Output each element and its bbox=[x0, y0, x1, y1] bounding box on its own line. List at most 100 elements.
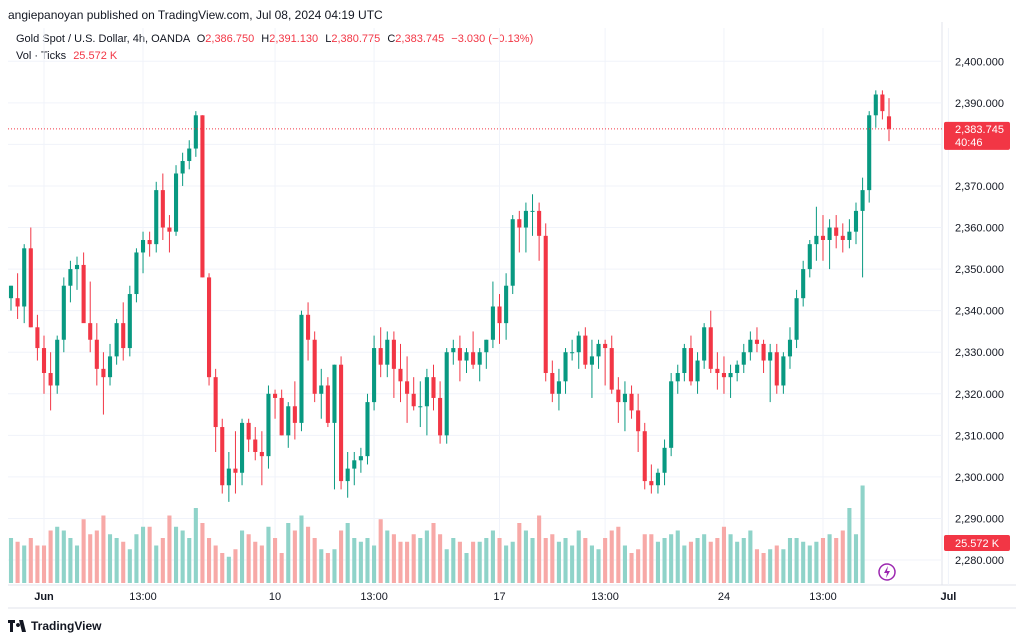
candle-body bbox=[490, 306, 495, 340]
candle-body bbox=[299, 314, 304, 423]
volume-bar bbox=[253, 541, 258, 583]
volume-bar bbox=[187, 538, 192, 583]
candle-body bbox=[537, 210, 542, 236]
candle-body bbox=[530, 210, 535, 212]
candle-body bbox=[735, 364, 740, 374]
volume-bar bbox=[774, 545, 779, 583]
candle-body bbox=[669, 381, 674, 448]
candle-body bbox=[114, 323, 119, 357]
volume-bar bbox=[180, 530, 185, 583]
candle-body bbox=[636, 410, 641, 432]
candle-body bbox=[266, 393, 271, 457]
candle-body bbox=[675, 373, 680, 382]
volume-bar bbox=[213, 545, 218, 583]
volume-bar bbox=[688, 541, 694, 583]
x-tick-label: Jul bbox=[940, 591, 956, 603]
candle-body bbox=[286, 406, 291, 436]
candle-body bbox=[741, 352, 746, 365]
candle-body bbox=[325, 385, 330, 423]
volume-bar bbox=[325, 553, 330, 583]
candle-body bbox=[523, 210, 528, 228]
candle-body bbox=[140, 239, 146, 253]
volume-bar bbox=[629, 553, 634, 583]
volume-bar bbox=[306, 526, 311, 583]
candle-body bbox=[226, 468, 231, 486]
volume-bar bbox=[761, 553, 766, 583]
candle-body bbox=[517, 219, 522, 228]
candle-body bbox=[22, 248, 27, 307]
volume-bar bbox=[81, 519, 86, 583]
volume-bar bbox=[781, 549, 786, 583]
volume-bar bbox=[596, 549, 601, 583]
candle-body bbox=[570, 352, 575, 354]
candle-body bbox=[814, 235, 819, 245]
candle-body bbox=[504, 285, 509, 324]
volume-bar bbox=[490, 530, 495, 583]
volume-bar bbox=[834, 538, 839, 583]
candle-body bbox=[279, 397, 284, 436]
volume-bar bbox=[576, 530, 581, 583]
volume-bar bbox=[299, 515, 304, 583]
candle-body bbox=[167, 227, 172, 232]
candle-body bbox=[702, 327, 707, 361]
volume-bar bbox=[160, 538, 165, 583]
volume-bar bbox=[193, 508, 198, 583]
volume-bar bbox=[121, 541, 126, 583]
candle-body bbox=[761, 343, 766, 361]
x-tick-label: 13:00 bbox=[129, 591, 157, 603]
candle-body bbox=[28, 248, 33, 328]
volume-bar bbox=[754, 549, 760, 583]
candle-body bbox=[655, 472, 660, 486]
candle-body bbox=[550, 373, 555, 394]
candle-body bbox=[154, 190, 159, 245]
candle-body bbox=[200, 115, 205, 278]
candle-body bbox=[8, 285, 14, 299]
candle-body bbox=[41, 348, 47, 374]
volume-bar bbox=[385, 530, 390, 583]
volume-bar bbox=[424, 530, 429, 583]
volume-bar bbox=[372, 545, 377, 583]
candle-body bbox=[233, 468, 238, 473]
candle-body bbox=[378, 348, 383, 365]
y-tick-label: 2,370.000 bbox=[955, 181, 1004, 193]
volume-bar bbox=[741, 538, 746, 583]
last-price-label: 2,383.745 bbox=[955, 124, 1004, 136]
candle-body bbox=[160, 190, 165, 228]
volume-bar bbox=[378, 519, 383, 583]
candle-body bbox=[352, 460, 357, 469]
volume-bar bbox=[451, 538, 456, 583]
candle-body bbox=[240, 422, 245, 473]
volume-bar bbox=[438, 534, 443, 583]
candle-body bbox=[543, 235, 548, 374]
high-value: 2,391.130 bbox=[269, 33, 319, 45]
volume-bar bbox=[240, 530, 245, 583]
candle-body bbox=[781, 356, 786, 386]
volume-bar bbox=[391, 534, 396, 583]
volume-bar bbox=[339, 530, 344, 583]
volume-bar bbox=[820, 538, 826, 583]
candle-body bbox=[768, 352, 773, 361]
volume-bar bbox=[728, 534, 733, 583]
candle-body bbox=[61, 285, 66, 340]
candle-body bbox=[444, 352, 449, 436]
volume-bar bbox=[332, 549, 337, 583]
candle-body bbox=[411, 393, 416, 407]
candle-body bbox=[853, 210, 859, 232]
volume-bar bbox=[827, 534, 832, 583]
candle-body bbox=[820, 235, 826, 240]
candle-body bbox=[497, 306, 502, 324]
candle-body bbox=[583, 335, 588, 365]
volume-bar bbox=[510, 541, 515, 583]
volume-bar bbox=[312, 538, 317, 583]
volume-bar bbox=[292, 530, 297, 583]
volume-bar bbox=[444, 549, 449, 583]
volume-bar bbox=[735, 541, 740, 583]
candle-body bbox=[147, 239, 152, 245]
y-tick-label: 2,300.000 bbox=[955, 472, 1004, 484]
low-value: 2,380.775 bbox=[331, 33, 381, 45]
volume-bar bbox=[669, 534, 674, 583]
volume-bar bbox=[563, 538, 568, 583]
volume-value: 25.572 K bbox=[73, 50, 118, 62]
volume-bar bbox=[74, 545, 80, 583]
